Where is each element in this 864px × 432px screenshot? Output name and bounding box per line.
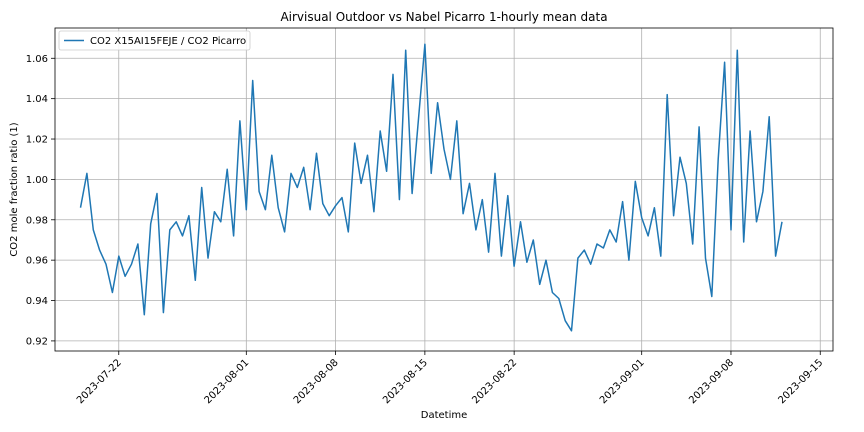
- legend-box: [58, 30, 251, 51]
- y-tick-label: 1.02: [26, 135, 48, 146]
- y-tick-label: 1.00: [26, 175, 48, 186]
- plot-area: [54, 27, 834, 352]
- grid-lines: [55, 28, 833, 351]
- y-tick-label: 1.06: [26, 54, 48, 65]
- y-tick-label: 0.96: [26, 256, 48, 267]
- y-tick-label: 0.94: [26, 296, 48, 307]
- legend-label: CO2 X15AI15FEJE / CO2 Picarro: [90, 36, 246, 47]
- y-tick-label: 0.92: [26, 336, 48, 347]
- chart-title: Airvisual Outdoor vs Nabel Picarro 1-hou…: [280, 10, 607, 24]
- y-tick-label: 1.04: [26, 94, 48, 105]
- y-tick-label: 0.98: [26, 215, 48, 226]
- series-line: [79, 43, 783, 332]
- y-axis-label: CO2 mole fraction ratio (1): [9, 122, 20, 256]
- legend: CO2 X15AI15FEJE / CO2 Picarro: [58, 30, 251, 51]
- series-layer: [79, 43, 783, 332]
- x-axis-label: Datetime: [421, 410, 468, 421]
